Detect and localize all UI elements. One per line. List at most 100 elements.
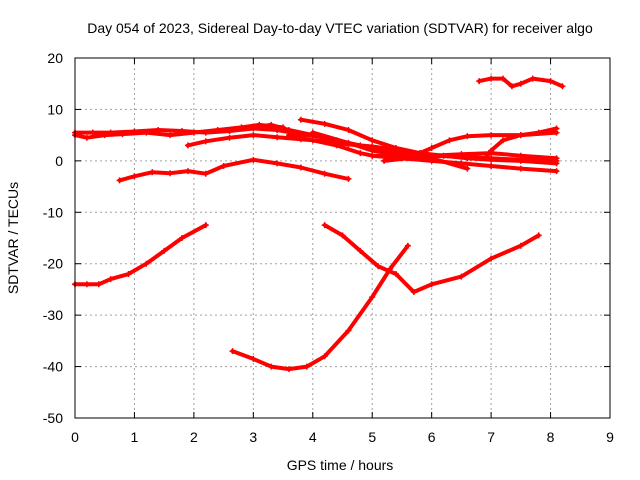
data-point (553, 125, 560, 132)
data-point (393, 271, 399, 277)
data-point (131, 173, 138, 180)
x-tick-label: 3 (249, 429, 257, 445)
data-point (190, 129, 197, 136)
data-point (179, 235, 185, 241)
data-point (500, 137, 506, 144)
data-point (229, 348, 236, 355)
data-point (428, 152, 435, 159)
data-point (553, 160, 560, 167)
series-arc-13 (72, 222, 209, 288)
data-point (535, 129, 542, 136)
data-point (321, 353, 328, 360)
data-point (143, 260, 150, 267)
data-point (345, 327, 352, 334)
plot-frame (74, 57, 611, 419)
data-point (547, 78, 554, 85)
data-point (404, 155, 411, 162)
data-point (226, 134, 233, 141)
series-arc-10 (482, 125, 560, 162)
data-point (488, 163, 495, 169)
data-point (357, 150, 364, 157)
x-tick-label: 4 (309, 429, 317, 445)
data-point (369, 152, 376, 159)
data-point (286, 366, 292, 373)
data-point (333, 142, 340, 149)
series-line (310, 130, 470, 171)
data-point (517, 132, 524, 139)
y-tick-label: -30 (43, 307, 63, 323)
data-point (559, 83, 566, 90)
data-point (101, 132, 108, 139)
data-point (369, 147, 376, 154)
data-point (404, 242, 411, 249)
data-point (446, 137, 453, 144)
data-point (369, 137, 376, 144)
data-point (357, 247, 364, 254)
data-point (482, 155, 489, 162)
series-arc-9 (381, 150, 560, 164)
chart-title: Day 054 of 2023, Sidereal Day-to-day VTE… (87, 20, 593, 36)
data-point (339, 232, 346, 239)
data-point (297, 164, 304, 171)
data-point (167, 170, 174, 177)
data-point (274, 160, 281, 167)
data-point (517, 242, 524, 249)
data-point (553, 168, 560, 175)
series-arc-15 (321, 222, 542, 295)
data-point (149, 169, 156, 176)
data-point (428, 145, 435, 151)
y-tick-label: 20 (47, 50, 63, 66)
series-arc-11 (476, 75, 566, 90)
data-point (286, 127, 292, 133)
data-point (268, 121, 275, 128)
data-point (458, 273, 465, 280)
data-point (286, 132, 292, 139)
data-point (143, 129, 150, 136)
data-point (345, 175, 352, 182)
data-point (250, 355, 257, 362)
data-point (83, 281, 90, 288)
series-arc-12 (116, 156, 352, 184)
data-point (89, 129, 96, 136)
data-point (517, 80, 524, 87)
series-arc-14 (229, 242, 411, 373)
data-point (184, 142, 191, 149)
y-axis-label: SDTVAR / TECUs (5, 182, 21, 294)
data-point (250, 124, 257, 131)
y-tick-label: -10 (43, 204, 63, 220)
data-point (184, 168, 191, 175)
data-point (220, 163, 227, 169)
y-tick-label: -50 (43, 410, 63, 426)
data-point (369, 294, 376, 301)
data-point (488, 147, 495, 154)
data-point (345, 139, 352, 146)
data-point (321, 170, 328, 177)
x-tick-label: 5 (368, 429, 376, 445)
data-point (488, 255, 495, 262)
data-point (508, 83, 515, 90)
x-tick-label: 6 (428, 429, 436, 445)
data-point (214, 127, 221, 133)
data-point (202, 222, 209, 229)
y-tick-label: -20 (43, 256, 63, 272)
data-point (95, 281, 102, 288)
data-point (167, 132, 174, 139)
x-tick-label: 0 (71, 429, 79, 445)
x-tick-label: 2 (190, 429, 198, 445)
data-point (529, 75, 536, 82)
x-tick-label: 8 (547, 429, 555, 445)
data-point (410, 289, 417, 295)
data-point (321, 120, 328, 127)
data-point (428, 281, 435, 288)
data-point (345, 127, 352, 133)
data-point (309, 137, 316, 144)
data-point (464, 155, 471, 162)
data-point (202, 138, 209, 145)
y-tick-label: 10 (47, 101, 63, 117)
series-layer (72, 75, 566, 373)
data-point (381, 157, 388, 164)
data-point (321, 222, 328, 229)
tick-layer: 0 1 2 3 4 5 6 7 8 9 -50 -40 -30 -20 -10 0 10 20 (43, 50, 614, 445)
